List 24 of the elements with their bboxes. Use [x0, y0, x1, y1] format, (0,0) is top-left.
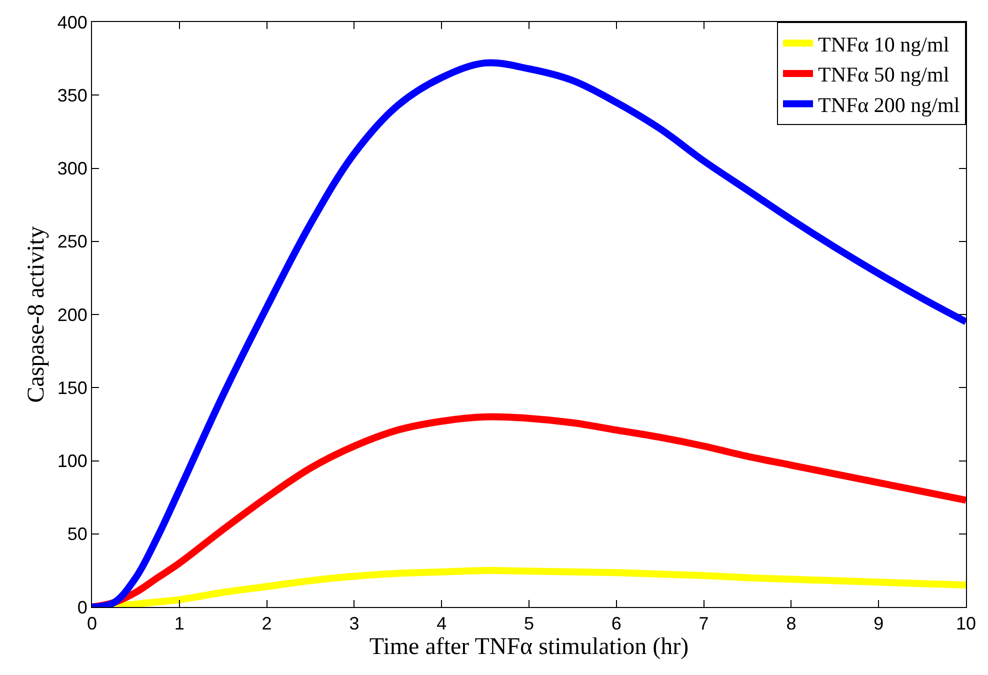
- x-tick-label: 1: [174, 614, 184, 634]
- x-axis-title: Time after TNFα stimulation (hr): [369, 634, 689, 660]
- x-tick-label: 10: [956, 614, 976, 634]
- y-tick-label: 300: [57, 158, 88, 179]
- x-tick-label: 2: [262, 614, 272, 634]
- x-tick-label: 4: [436, 614, 447, 634]
- y-tick-label: 350: [57, 85, 88, 106]
- y-tick-label: 0: [77, 597, 88, 618]
- y-tick-label: 150: [57, 378, 88, 398]
- x-tick-label: 9: [874, 614, 884, 634]
- legend-label: TNFα 50 ng/ml: [818, 62, 950, 87]
- y-tick-label: 100: [57, 451, 88, 472]
- y-tick-label: 250: [57, 232, 88, 252]
- x-tick-label: 7: [698, 614, 709, 634]
- legend-label: TNFα 10 ng/ml: [818, 32, 950, 56]
- x-tick-label: 8: [786, 614, 796, 634]
- x-tick-label: 3: [349, 614, 360, 634]
- x-tick-label: 6: [611, 614, 622, 634]
- x-tick-label: 5: [524, 614, 534, 634]
- y-tick-label: 200: [57, 304, 88, 325]
- y-tick-label: 50: [67, 524, 88, 544]
- legend-label: TNFα 200 ng/ml: [818, 92, 960, 117]
- y-axis-title: Caspase-8 activity: [23, 226, 50, 403]
- y-tick-label: 400: [57, 12, 88, 32]
